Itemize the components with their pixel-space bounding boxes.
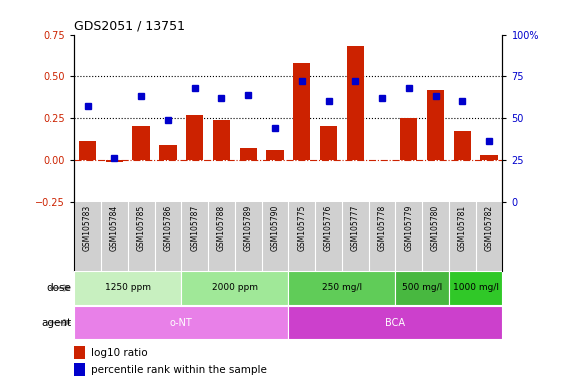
Text: GSM105775: GSM105775 [297, 205, 306, 252]
Bar [288, 271, 395, 305]
Bar [79, 141, 96, 160]
Bar [132, 126, 150, 160]
Text: GSM105781: GSM105781 [458, 205, 467, 251]
Bar [288, 306, 502, 339]
Text: GDS2051 / 13751: GDS2051 / 13751 [74, 19, 185, 32]
Bar [347, 46, 364, 160]
Text: 1250 ppm: 1250 ppm [104, 283, 151, 293]
Bar [74, 346, 85, 359]
Text: agent: agent [41, 318, 71, 328]
Text: GSM105780: GSM105780 [431, 205, 440, 251]
Text: GSM105778: GSM105778 [377, 205, 387, 251]
Text: 500 mg/l: 500 mg/l [402, 283, 443, 293]
Bar [159, 145, 176, 160]
Bar [182, 271, 288, 305]
Text: BCA: BCA [385, 318, 405, 328]
Text: GSM105788: GSM105788 [217, 205, 226, 251]
Bar [74, 306, 288, 339]
Bar [74, 363, 85, 376]
Bar [213, 120, 230, 160]
Bar [480, 155, 498, 160]
Text: GSM105790: GSM105790 [271, 205, 279, 252]
Bar [400, 118, 417, 160]
Text: percentile rank within the sample: percentile rank within the sample [91, 365, 267, 375]
Bar [453, 131, 471, 160]
Bar [74, 271, 182, 305]
Text: GSM105776: GSM105776 [324, 205, 333, 252]
Bar [186, 115, 203, 160]
Text: GSM105786: GSM105786 [163, 205, 172, 251]
Text: GSM105789: GSM105789 [244, 205, 253, 251]
Bar [293, 63, 311, 160]
Text: log10 ratio: log10 ratio [91, 348, 148, 358]
Text: GSM105782: GSM105782 [485, 205, 493, 251]
Bar [320, 126, 337, 160]
Text: GSM105787: GSM105787 [190, 205, 199, 251]
Text: GSM105784: GSM105784 [110, 205, 119, 251]
Text: 2000 ppm: 2000 ppm [212, 283, 258, 293]
Bar [449, 271, 502, 305]
Bar [266, 150, 284, 160]
Text: 1000 mg/l: 1000 mg/l [453, 283, 498, 293]
Text: GSM105777: GSM105777 [351, 205, 360, 252]
Text: GSM105785: GSM105785 [136, 205, 146, 251]
Bar [239, 148, 257, 160]
Text: GSM105779: GSM105779 [404, 205, 413, 252]
Text: o-NT: o-NT [170, 318, 192, 328]
Bar [427, 90, 444, 160]
Bar [395, 271, 449, 305]
Bar [106, 160, 123, 162]
Text: dose: dose [46, 283, 71, 293]
Text: GSM105783: GSM105783 [83, 205, 92, 251]
Text: 250 mg/l: 250 mg/l [322, 283, 362, 293]
